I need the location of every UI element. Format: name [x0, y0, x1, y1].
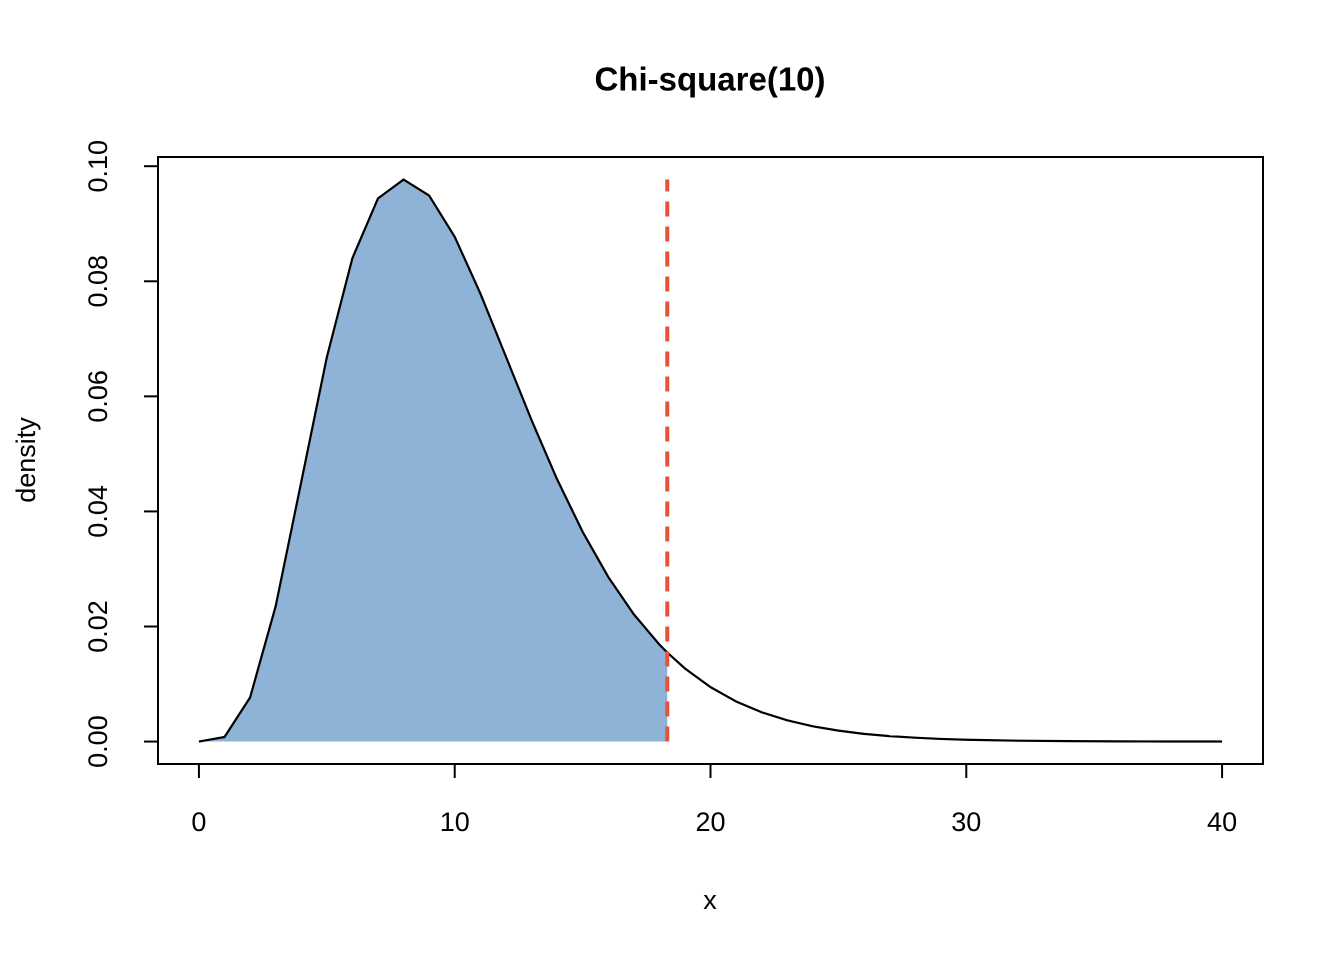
x-tick-label: 0	[191, 807, 206, 837]
x-tick-label: 30	[951, 807, 981, 837]
x-tick-label: 20	[695, 807, 725, 837]
x-tick-label: 10	[440, 807, 470, 837]
x-axis-label: x	[703, 885, 717, 915]
y-tick-label: 0.08	[83, 255, 113, 308]
chart-title: Chi-square(10)	[594, 61, 825, 98]
y-axis-label: density	[11, 417, 41, 503]
x-tick-label: 40	[1207, 807, 1237, 837]
y-tick-label: 0.00	[83, 715, 113, 768]
y-tick-label: 0.10	[83, 140, 113, 193]
y-tick-label: 0.06	[83, 370, 113, 423]
shaded-area	[198, 179, 668, 742]
y-tick-label: 0.04	[83, 485, 113, 538]
density-curve	[198, 178, 1223, 743]
y-tick-label: 0.02	[83, 600, 113, 653]
